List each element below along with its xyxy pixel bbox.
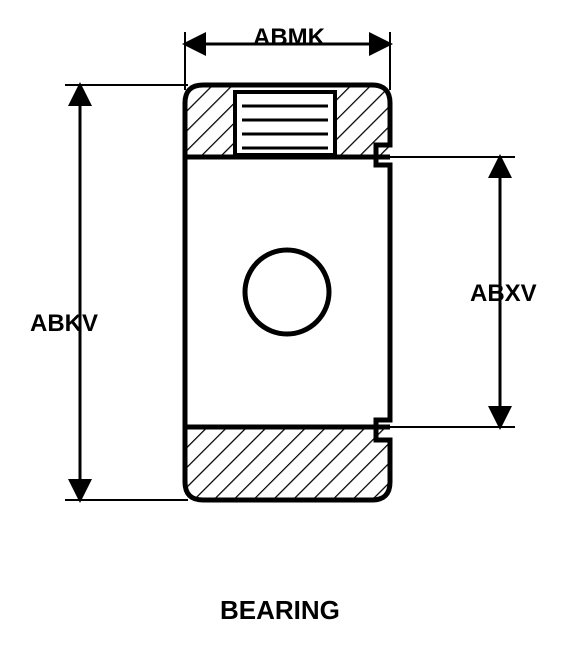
label-abkv: ABKV: [30, 310, 98, 338]
diagram-container: ABMK ABKV ABXV BEARING: [0, 0, 579, 660]
label-abxv: ABXV: [470, 280, 537, 308]
label-abmk: ABMK: [253, 24, 325, 52]
dimension-abkv: [65, 85, 188, 500]
roller-window: [235, 92, 335, 155]
caption: BEARING: [220, 595, 340, 626]
bore-circle: [245, 250, 329, 334]
